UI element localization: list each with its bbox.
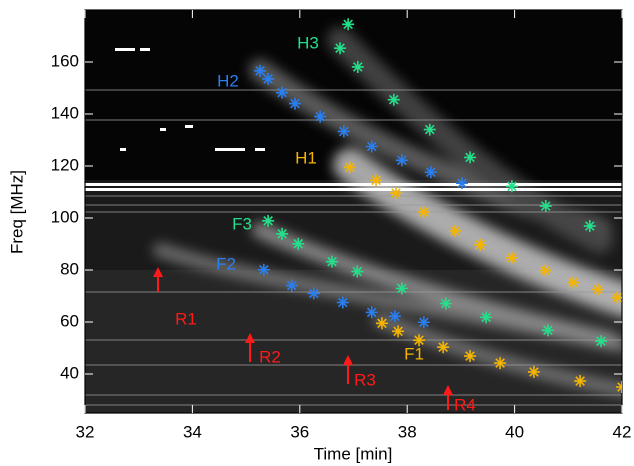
y-tick-label: 120 <box>51 155 79 174</box>
data-point <box>365 306 378 319</box>
data-point <box>424 166 437 179</box>
series-label: F1 <box>404 344 424 363</box>
data-point <box>423 123 436 136</box>
data-point <box>539 264 552 277</box>
data-point <box>417 316 430 329</box>
data-point <box>480 311 493 324</box>
annotation-label: R3 <box>354 370 376 389</box>
data-point <box>262 72 275 85</box>
data-point <box>417 206 430 219</box>
x-axis-label: Time [min] <box>314 444 393 463</box>
data-point <box>616 381 622 393</box>
data-point <box>448 225 461 237</box>
data-point <box>474 238 487 251</box>
data-point <box>276 227 289 240</box>
spectrogram-background <box>85 10 622 413</box>
data-point <box>292 237 305 250</box>
series-label: H2 <box>217 71 239 90</box>
plot-frame <box>84 9 623 414</box>
series-label: F3 <box>232 214 252 233</box>
y-tick-label: 140 <box>51 103 79 122</box>
data-point <box>342 18 355 31</box>
annotation-label: R1 <box>175 309 197 328</box>
data-point <box>285 279 298 292</box>
data-point <box>365 140 378 153</box>
data-point <box>464 151 477 164</box>
y-tick-label: 160 <box>51 51 79 70</box>
data-point <box>591 283 604 296</box>
data-point <box>595 335 608 348</box>
data-point <box>337 125 350 138</box>
data-point <box>395 154 408 167</box>
series-label: F2 <box>216 254 236 273</box>
data-point <box>388 310 401 323</box>
x-tick-label: 38 <box>398 422 417 441</box>
data-point <box>505 180 518 193</box>
data-point <box>494 357 507 370</box>
data-point <box>539 200 552 213</box>
y-tick-label: 100 <box>51 207 79 226</box>
data-point <box>505 251 518 264</box>
x-tick-label: 34 <box>183 422 202 441</box>
data-point <box>464 350 477 363</box>
data-point <box>387 93 400 106</box>
annotation-label: R2 <box>259 347 281 366</box>
data-point <box>392 325 405 338</box>
data-point <box>334 42 347 55</box>
data-point <box>395 282 408 295</box>
data-point <box>567 276 580 289</box>
data-point <box>389 187 402 200</box>
x-tick-label: 42 <box>613 422 632 441</box>
data-point <box>541 324 554 337</box>
data-point <box>375 317 388 330</box>
series-label: H1 <box>295 148 317 167</box>
x-tick-label: 32 <box>76 422 95 441</box>
series-label: H3 <box>297 33 319 52</box>
annotation-label: R4 <box>454 395 476 414</box>
data-point <box>336 296 349 309</box>
data-point <box>583 220 596 233</box>
data-point <box>574 375 587 388</box>
data-point <box>351 265 364 278</box>
data-point <box>343 161 356 174</box>
data-point <box>455 177 468 190</box>
y-tick-label: 40 <box>60 363 79 382</box>
x-tick-label: 36 <box>290 422 309 441</box>
data-layer <box>254 18 622 393</box>
data-point <box>611 291 622 304</box>
data-point <box>288 97 301 110</box>
data-point <box>262 214 275 227</box>
x-tick-label: 40 <box>505 422 524 441</box>
y-tick-label: 60 <box>60 311 79 330</box>
data-point <box>276 86 289 99</box>
data-point <box>257 263 270 276</box>
data-point <box>351 60 364 73</box>
data-point <box>439 297 452 310</box>
data-point <box>437 341 450 354</box>
y-tick-label: 80 <box>60 259 79 278</box>
data-point <box>370 174 383 187</box>
data-point <box>527 365 540 378</box>
data-point <box>314 110 327 123</box>
data-point <box>307 287 320 300</box>
data-point <box>254 64 267 77</box>
data-point <box>326 255 339 268</box>
y-axis-label: Freq [MHz] <box>7 170 26 254</box>
data-point <box>413 334 426 347</box>
